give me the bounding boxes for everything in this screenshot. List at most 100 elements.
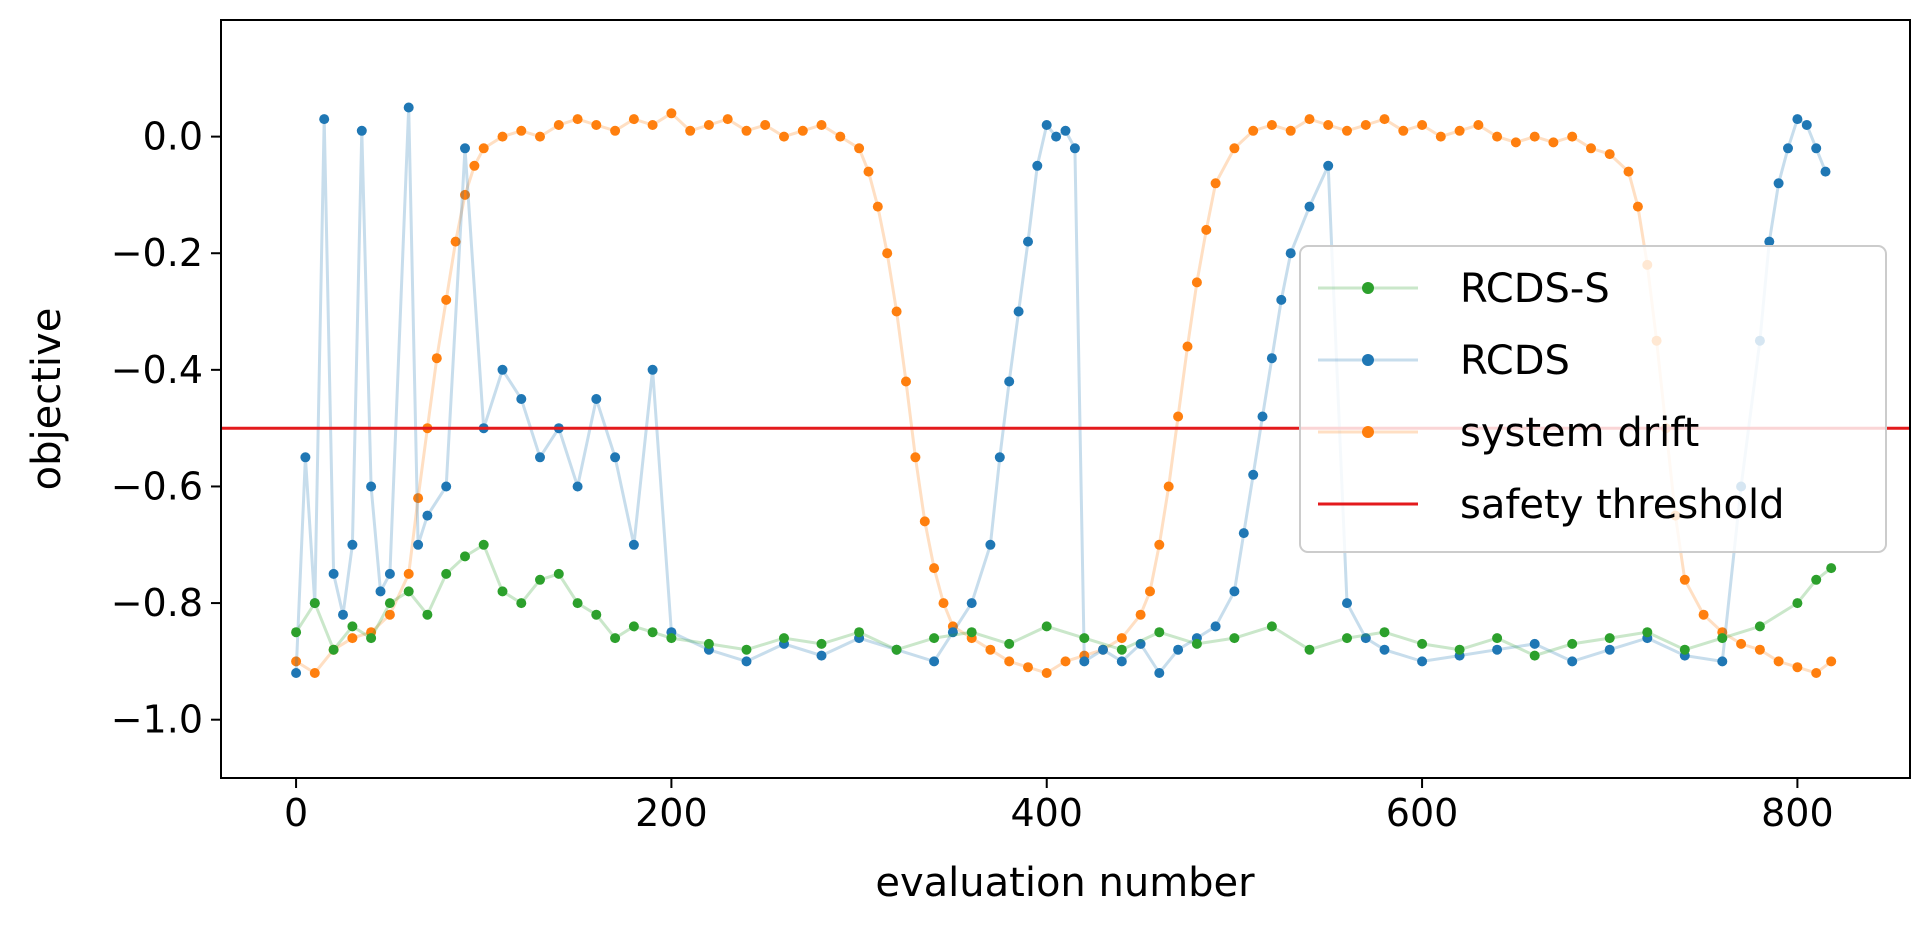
data-point-system-drift [1229,143,1240,154]
data-point-system-drift [553,120,564,130]
data-point-rcds [460,143,470,154]
data-point-system-drift [1473,120,1484,130]
data-point-rcds-s [478,539,489,550]
data-point-system-drift [666,108,677,119]
data-point-system-drift [1210,178,1221,189]
x-axis: 0 200 400 600 800 [284,778,1834,835]
data-point-rcds-s [1004,638,1015,649]
data-point-system-drift [863,166,874,177]
data-point-rcds-s [854,627,865,638]
data-point-system-drift [1698,609,1709,620]
data-point-rcds [1773,178,1784,189]
data-point-system-drift [929,563,940,574]
data-point-rcds-s [1717,633,1728,644]
data-point-system-drift [441,294,452,305]
data-point-system-drift [797,125,808,136]
data-point-rcds-s [366,633,377,644]
data-point-rcds [1154,668,1165,678]
data-point-system-drift [1492,131,1503,142]
data-point-rcds-s [535,574,545,585]
data-point-rcds-s [460,551,470,562]
data-point-rcds [1764,236,1775,247]
data-point-rcds-s [403,586,414,597]
data-point-system-drift [516,125,527,136]
legend-item-rcds-s: RCDS-S [1318,266,1610,312]
data-point-rcds-s [572,598,583,609]
data-point-rcds-s [666,633,677,644]
data-point-rcds [1041,120,1052,130]
y-tick-label: −0.2 [111,231,203,275]
data-point-rcds-s [1811,574,1822,585]
data-point-system-drift [872,201,883,212]
data-point-rcds [1820,166,1831,177]
data-point-system-drift [816,120,827,130]
data-point-rcds [384,568,395,579]
data-point-rcds-s [929,633,940,644]
data-point-rcds-s [497,586,508,597]
data-point-system-drift [1116,633,1127,644]
data-point-rcds-s [516,598,527,609]
data-point-system-drift [1248,125,1259,136]
data-point-rcds-s [1754,621,1765,632]
data-point-rcds-s [1342,633,1352,644]
data-point-system-drift [1191,277,1202,288]
y-tick-label: −0.8 [111,581,203,625]
data-point-rcds-s [1529,650,1540,661]
data-point-rcds [366,481,377,492]
data-point-system-drift [1754,644,1765,655]
data-point-system-drift [1586,143,1596,154]
data-point-rcds [816,650,827,661]
data-point-system-drift [1360,120,1371,130]
data-point-system-drift [403,568,414,579]
data-point-rcds [1266,353,1277,364]
data-point-system-drift [703,120,714,130]
data-point-rcds-s [1041,621,1052,632]
data-point-rcds-s [1379,627,1390,638]
data-point-system-drift [1623,166,1634,177]
data-point-rcds [1060,125,1071,136]
data-point-system-drift [910,452,921,463]
data-point-rcds [422,510,433,521]
data-point-system-drift [938,598,949,609]
data-point-rcds [1023,236,1033,247]
data-point-rcds [1342,598,1352,609]
data-point-system-drift [1266,120,1277,130]
data-point-rcds [319,114,330,125]
data-point-rcds [1285,248,1296,259]
data-point-rcds-s [628,621,639,632]
data-point-rcds-s [966,627,977,638]
data-point-rcds [1417,656,1428,667]
data-point-rcds-s [610,633,621,644]
legend-item-system-drift: system drift [1318,410,1699,456]
data-point-rcds-s [891,644,902,655]
data-point-rcds [291,668,302,678]
data-point-system-drift [610,125,621,136]
data-point-system-drift [1548,137,1559,148]
data-point-rcds [1116,656,1127,667]
data-point-rcds [1811,143,1822,154]
data-point-rcds [403,102,414,113]
x-tick-label: 800 [1761,791,1834,835]
data-point-system-drift [1285,125,1296,136]
data-point-rcds [338,609,348,620]
legend-item-safety-threshold: safety threshold [1318,482,1785,528]
data-point-system-drift [384,609,395,620]
data-point-rcds-s [647,627,658,638]
data-point-system-drift [685,125,696,136]
data-point-rcds-s [309,598,320,609]
data-point-rcds [985,539,996,550]
x-tick-label: 200 [635,791,708,835]
data-point-rcds [516,394,527,404]
data-point-rcds [441,481,452,492]
data-point-rcds [947,627,958,638]
data-point-system-drift [1792,662,1803,673]
data-point-system-drift [1567,131,1578,142]
legend: RCDS-S RCDS system drift safety threshold [1299,245,1887,553]
y-tick-label: −0.6 [111,464,203,508]
data-point-rcds [497,364,508,375]
data-point-rcds [1567,656,1578,667]
data-point-rcds [1173,644,1184,655]
data-point-rcds [535,452,545,463]
data-point-system-drift [1811,668,1822,678]
